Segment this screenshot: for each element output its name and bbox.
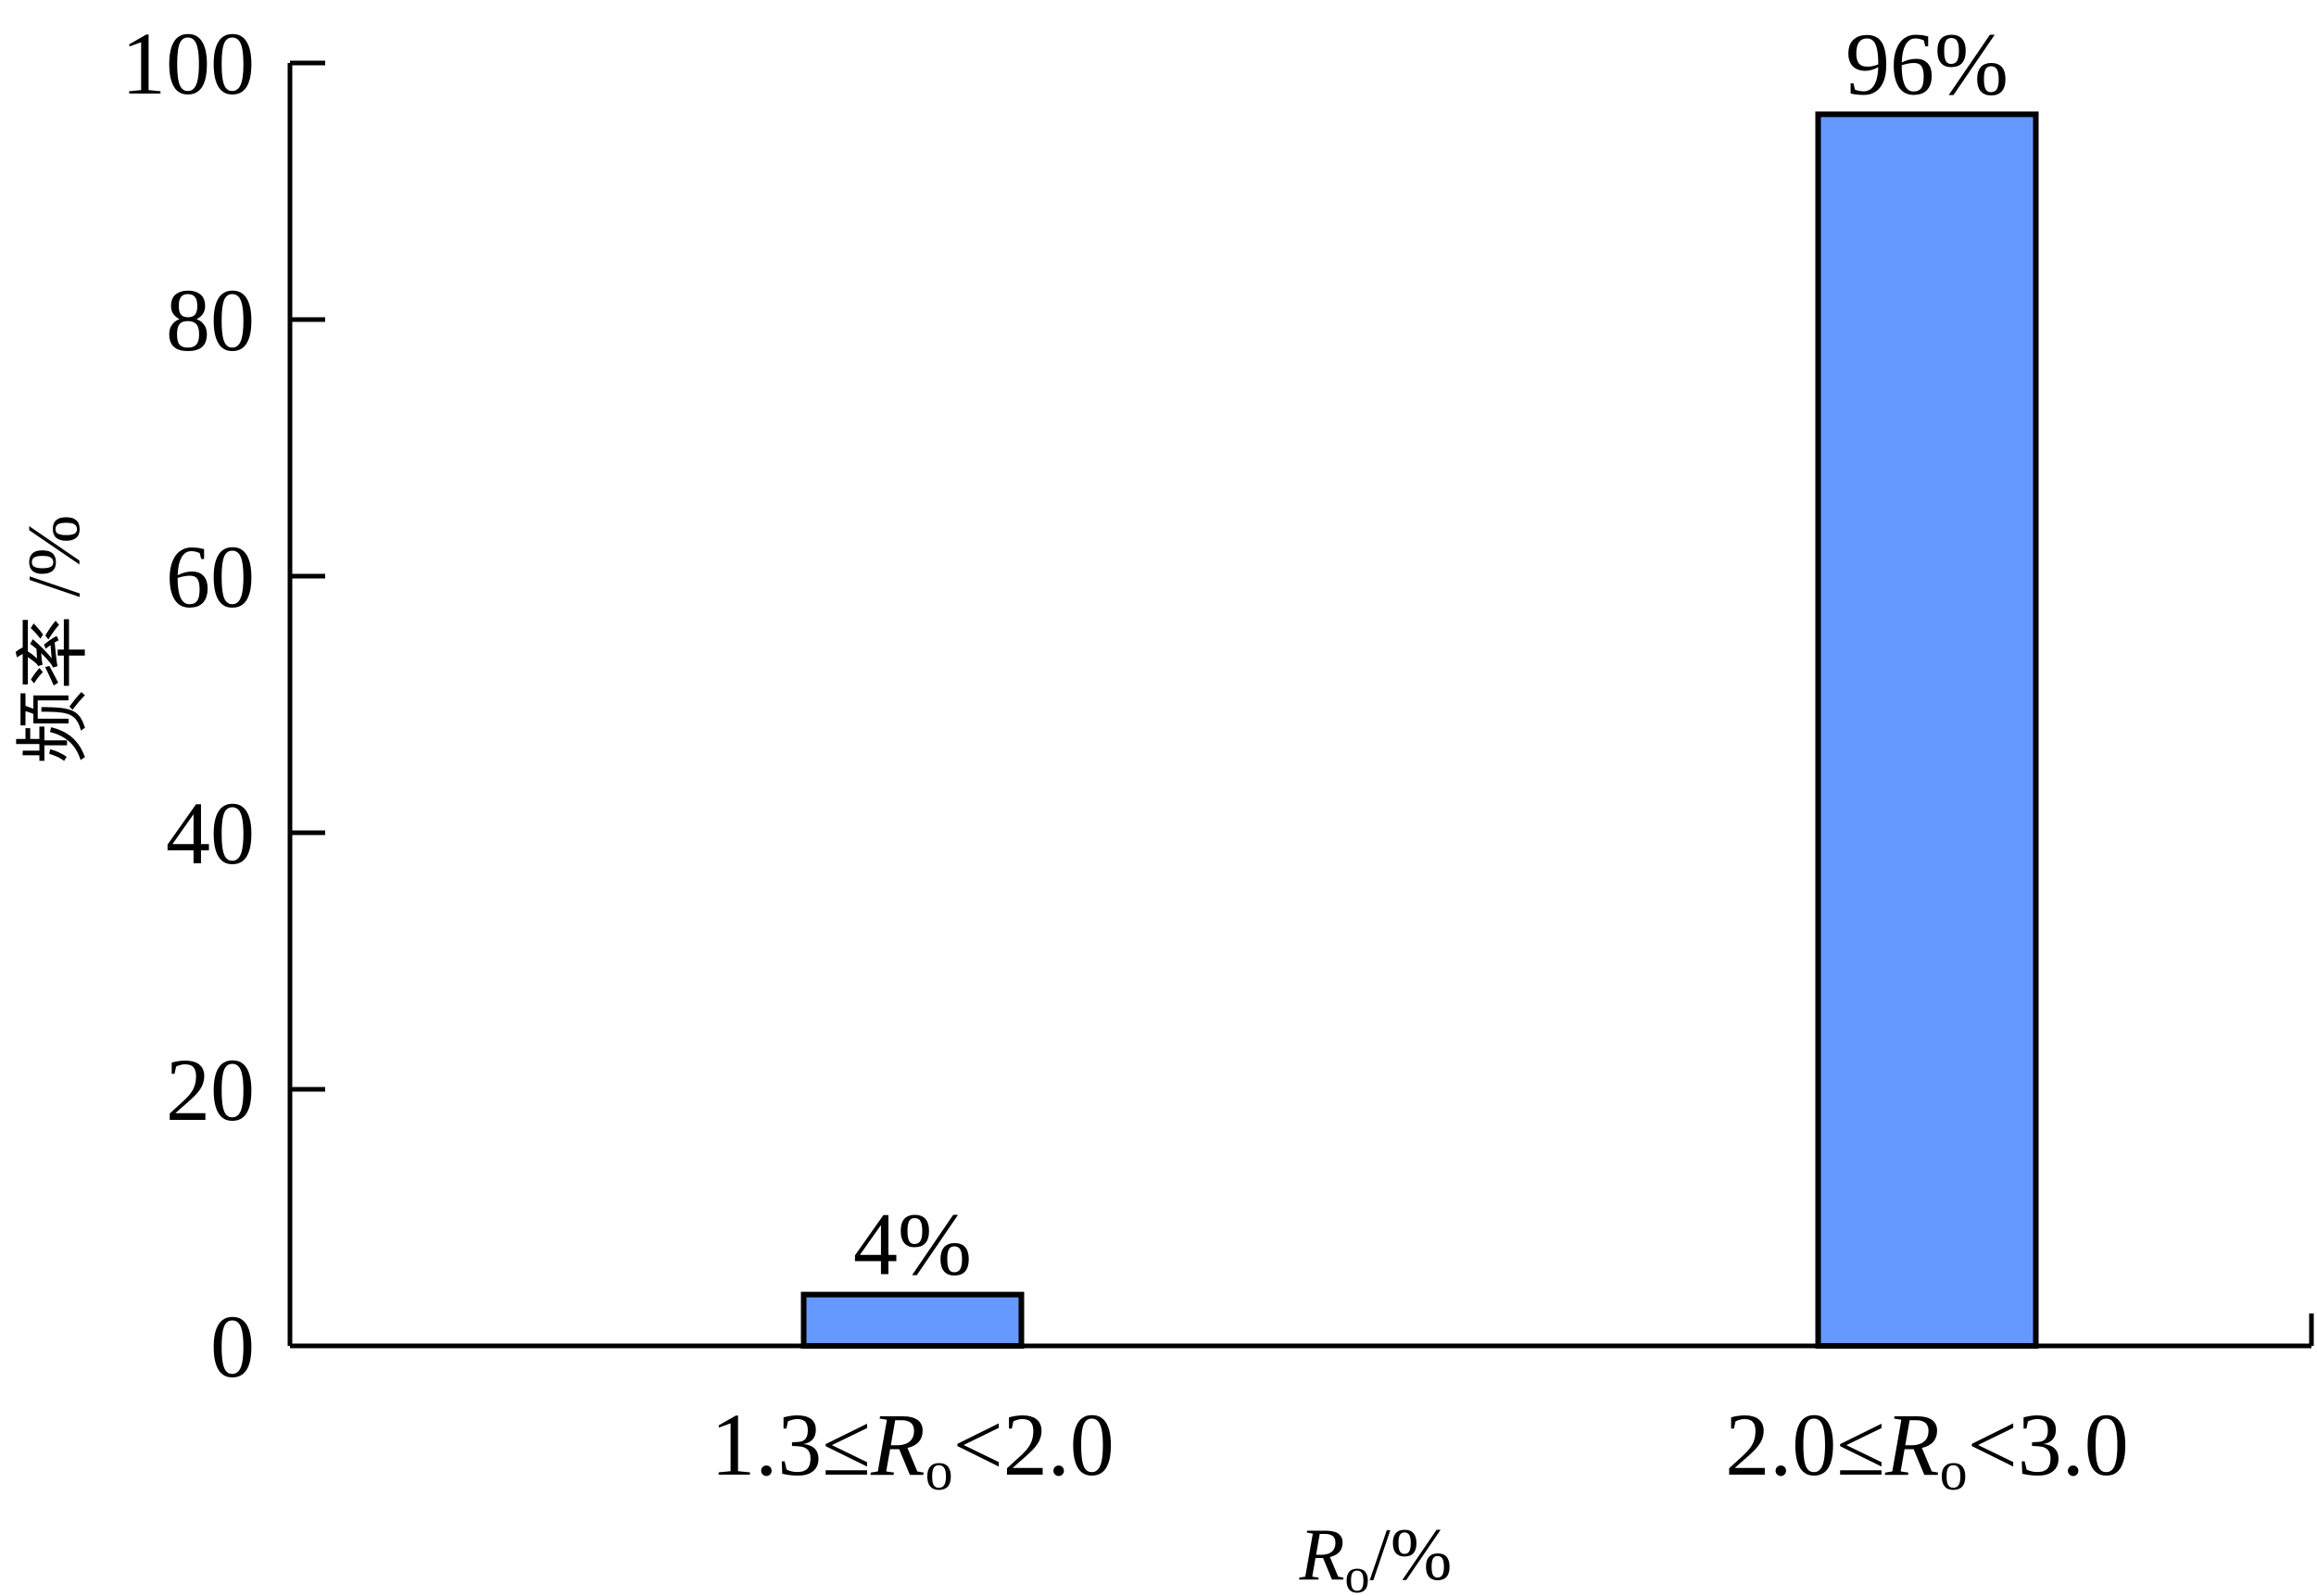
bar-data-label: 96% [1845, 14, 2008, 113]
y-axis-title: 频率 /% [14, 515, 95, 764]
y-tick-label: 40 [166, 784, 255, 883]
category-upper-bound: <3.0 [1968, 1395, 2129, 1494]
x-axis-title-unit: /% [1370, 1514, 1453, 1596]
category-variable: R [870, 1395, 926, 1494]
bar [800, 1291, 1025, 1349]
y-tick-label: 0 [210, 1297, 255, 1396]
y-tick-label: 20 [166, 1040, 255, 1139]
category-variable: R [1884, 1395, 1940, 1494]
category-upper-bound: <2.0 [953, 1395, 1114, 1494]
y-tick-label: 100 [121, 14, 255, 113]
category-subscript: o [926, 1440, 953, 1502]
x-axis-title-sub: o [1345, 1548, 1370, 1596]
bar-data-label: 4% [853, 1195, 972, 1294]
category-subscript: o [1940, 1440, 1968, 1502]
category-lower-bound: 2.0≤ [1725, 1395, 1885, 1494]
x-category-label: 1.3≤Ro<2.0 [711, 1395, 1114, 1502]
y-tick-label: 60 [166, 527, 255, 626]
x-axis-title-var: R [1299, 1514, 1345, 1596]
x-category-label: 2.0≤Ro<3.0 [1725, 1395, 2128, 1502]
category-lower-bound: 1.3≤ [711, 1395, 871, 1494]
bar [1815, 111, 2039, 1349]
x-axis-title: Ro/% [1299, 1514, 1453, 1596]
y-tick-label: 80 [166, 270, 255, 370]
